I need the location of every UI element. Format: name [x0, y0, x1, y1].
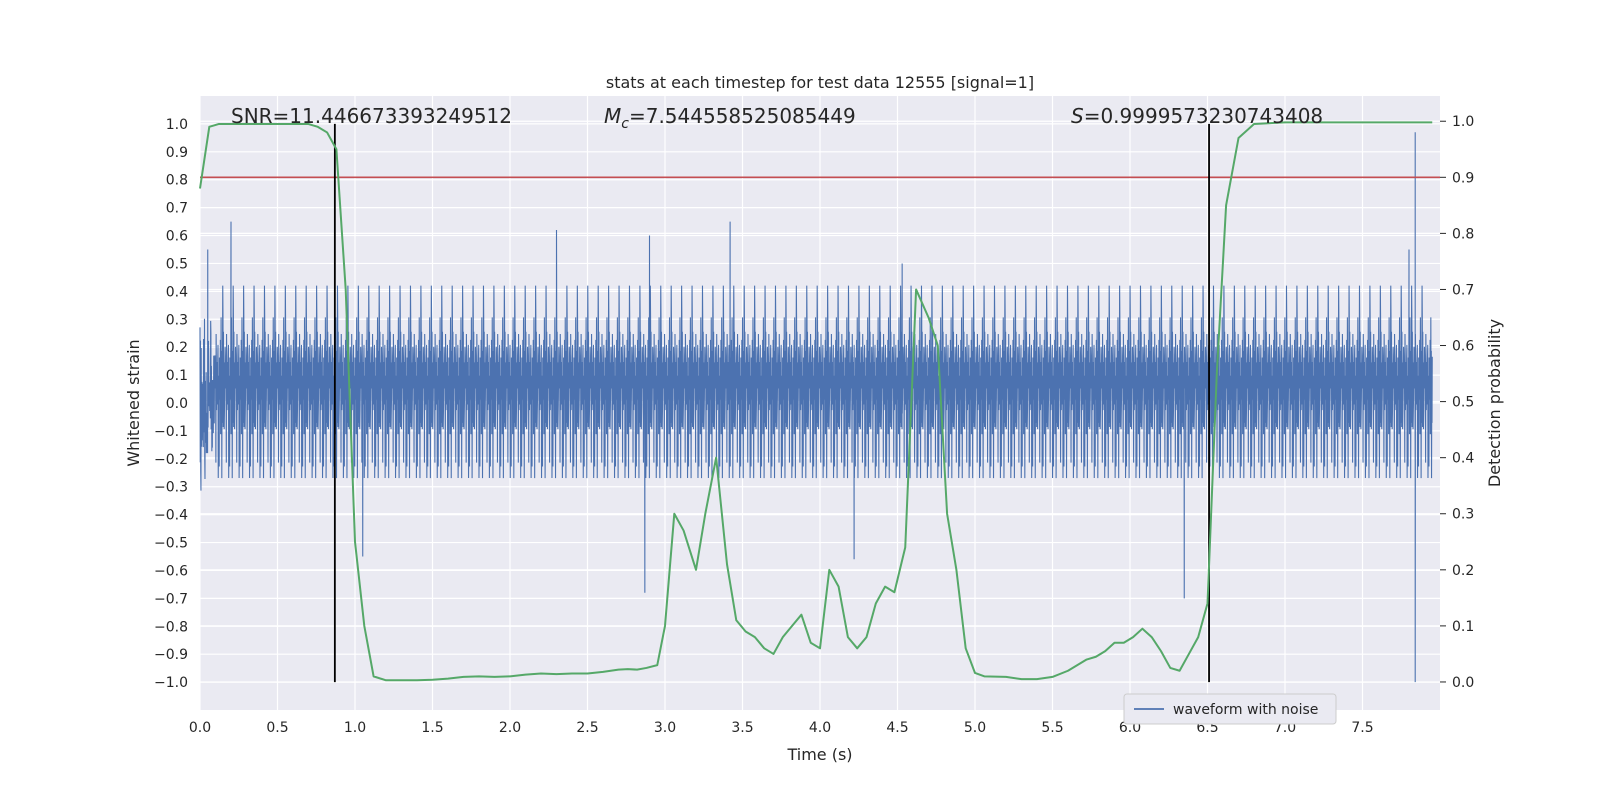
y-left-tick-label: 0.3 [166, 312, 188, 328]
y-right-tick-label: 1.0 [1452, 114, 1474, 130]
y-left-tick-label: 0.0 [166, 396, 188, 412]
snr-annotation: SNR=11.446673393249512 [231, 104, 512, 128]
y-right-tick-label: 0.1 [1452, 619, 1474, 635]
y-left-tick-label: −0.1 [154, 424, 188, 440]
y-axis-right-label: Detection probability [1485, 319, 1504, 487]
y-left-tick-label: −0.3 [154, 480, 188, 496]
mc-value: =7.544558525085449 [629, 104, 856, 128]
x-tick-label: 1.0 [344, 720, 366, 736]
chart-title: stats at each timestep for test data 125… [606, 73, 1034, 92]
x-tick-label: 1.5 [421, 720, 443, 736]
s-value: =0.9999573230743408 [1084, 104, 1323, 128]
legend-entry-waveform: waveform with noise [1173, 702, 1318, 718]
x-tick-label: 0.0 [189, 720, 211, 736]
y-left-tick-label: 0.1 [166, 368, 188, 384]
x-tick-label: 5.5 [1041, 720, 1063, 736]
y-left-tick-label: −0.6 [154, 563, 188, 579]
y-left-tick-label: −0.2 [154, 452, 188, 468]
x-axis: 0.0 0.5 1.0 1.5 2.0 2.5 3.0 3.5 4.0 4.5 5.0 5.5 6.0 6… [189, 720, 1374, 736]
s-symbol: S [1071, 104, 1084, 128]
y-left-tick-label: −0.7 [154, 591, 188, 607]
y-right-tick-label: 0.0 [1452, 675, 1474, 691]
x-tick-label: 5.0 [964, 720, 986, 736]
x-tick-label: 4.5 [886, 720, 908, 736]
y-left-tick-label: 0.2 [166, 340, 188, 356]
y-right-tick-label: 0.4 [1452, 451, 1474, 467]
mc-subscript: c [621, 116, 629, 132]
y-right-tick-label: 0.5 [1452, 395, 1474, 411]
y-axis-left-label: Whitened strain [124, 339, 143, 466]
legend-box [1123, 693, 1337, 725]
x-axis-label: Time (s) [786, 745, 852, 764]
overlay-lines [199, 121, 1440, 683]
waveform-series [199, 132, 1433, 683]
y-right-tick-label: 0.7 [1452, 282, 1474, 298]
x-tick-label: 3.5 [731, 720, 753, 736]
y-left-tick-label: 1.0 [166, 117, 188, 133]
x-tick-label: 4.0 [809, 720, 831, 736]
y-right-tick-label: 0.8 [1452, 226, 1474, 242]
waveform-line [199, 132, 1433, 683]
y-left-tick-label: 0.8 [166, 173, 188, 189]
x-tick-label: 7.5 [1351, 720, 1373, 736]
y-left-tick-label: −0.8 [154, 619, 188, 635]
x-tick-label: 3.0 [654, 720, 676, 736]
y-right-tick-label: 0.3 [1452, 507, 1474, 523]
x-tick-label: 2.5 [576, 720, 598, 736]
x-tick-label: 2.0 [499, 720, 521, 736]
legend: waveform with noise [1123, 693, 1337, 725]
y-left-tick-label: 0.5 [166, 256, 188, 272]
probability-line [199, 121, 1433, 682]
y-left-tick-label: 0.9 [166, 145, 188, 161]
y-right-tick-label: 0.9 [1452, 170, 1474, 186]
x-tick-label: 0.5 [266, 720, 288, 736]
mc-annotation: Mc=7.544558525085449 [604, 104, 856, 132]
y-left-tick-label: −0.9 [154, 647, 188, 663]
y-axis-right: 1.0 0.9 0.8 0.7 0.6 0.5 0.4 0.3 0.2 0.1 0.0 [1440, 114, 1474, 691]
y-right-tick-label: 0.6 [1452, 339, 1474, 355]
y-left-tick-label: −0.5 [154, 536, 188, 552]
y-left-tick-label: 0.6 [166, 229, 188, 245]
y-right-tick-label: 0.2 [1452, 563, 1474, 579]
s-annotation: S=0.9999573230743408 [1071, 104, 1323, 128]
y-left-tick-label: −1.0 [154, 675, 188, 691]
y-axis-left: 1.0 0.9 0.8 0.7 0.6 0.5 0.4 0.3 0.2 0.1 0.0 −0.1 −0.… [154, 117, 188, 691]
y-left-tick-label: 0.7 [166, 201, 188, 217]
mc-symbol: M [604, 104, 621, 128]
y-left-tick-label: −0.4 [154, 508, 188, 524]
y-left-tick-label: 0.4 [166, 284, 188, 300]
